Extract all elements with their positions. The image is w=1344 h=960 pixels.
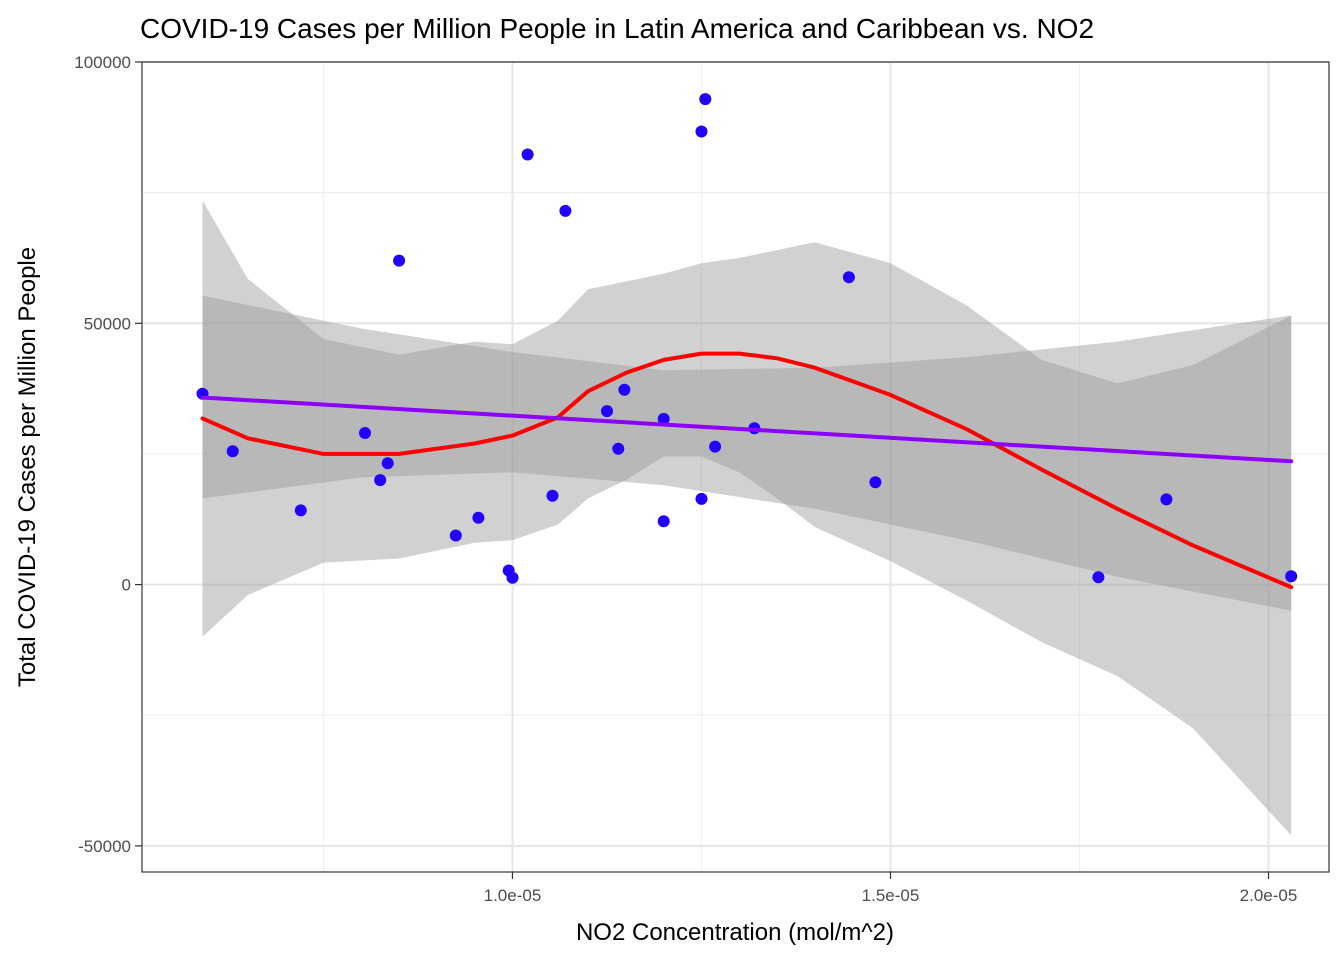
x-axis: 1.0e-05 1.5e-05 2.0e-05 — [484, 872, 1298, 905]
data-point — [294, 504, 307, 517]
x-axis-label: NO2 Concentration (mol/m^2) — [576, 919, 894, 946]
data-point — [709, 440, 722, 453]
data-point — [1092, 571, 1105, 584]
data-point — [559, 204, 572, 217]
data-point — [657, 412, 670, 425]
y-axis: -50000 0 50000 100000 — [74, 53, 142, 856]
plot-area — [141, 61, 1330, 873]
data-point — [695, 125, 708, 138]
data-point — [869, 476, 882, 489]
data-point — [521, 148, 534, 161]
data-point — [393, 254, 406, 267]
data-point — [546, 489, 559, 502]
data-point — [695, 492, 708, 505]
linear-confidence-band — [202, 295, 1292, 611]
data-point — [612, 442, 625, 455]
loess-fit-line — [200, 351, 1294, 590]
loess-confidence-band — [202, 200, 1292, 836]
data-point — [374, 474, 387, 487]
y-tick-label: 0 — [122, 576, 131, 595]
data-point — [381, 457, 394, 470]
data-point — [699, 93, 712, 106]
data-point — [618, 383, 631, 396]
data-point — [601, 405, 613, 418]
data-point — [1160, 493, 1173, 506]
x-tick-label: 1.0e-05 — [484, 886, 542, 905]
data-point — [657, 515, 670, 528]
plot-border — [141, 61, 1330, 873]
fit-lines — [200, 351, 1294, 590]
confidence-bands — [202, 200, 1292, 836]
data-point — [359, 427, 371, 439]
y-axis-label: Total COVID-19 Cases per Million People — [14, 247, 41, 687]
data-point — [449, 529, 462, 542]
plot-background — [142, 62, 1329, 872]
y-tick-label: 50000 — [84, 314, 131, 333]
data-point — [506, 571, 519, 584]
x-tick-label: 1.5e-05 — [862, 886, 920, 905]
linear-fit-line — [200, 395, 1294, 464]
data-point — [1285, 570, 1298, 583]
y-tick-label: -50000 — [78, 837, 131, 856]
data-point — [472, 511, 485, 524]
data-point — [226, 445, 239, 458]
data-point — [842, 271, 855, 284]
chart-title: COVID-19 Cases per Million People in Lat… — [140, 13, 1094, 44]
x-tick-label: 2.0e-05 — [1240, 886, 1298, 905]
data-points — [196, 93, 1298, 584]
y-tick-label: 100000 — [74, 53, 131, 72]
